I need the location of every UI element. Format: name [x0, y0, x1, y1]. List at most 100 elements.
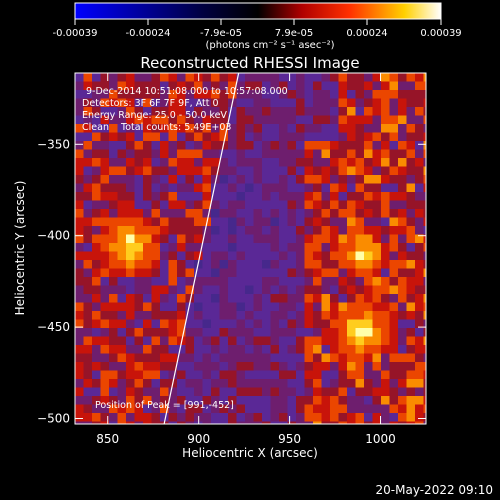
heatmap-pixel [270, 166, 280, 176]
heatmap-pixel [338, 73, 348, 82]
heatmap-pixel [228, 132, 237, 142]
heatmap-pixel [415, 251, 424, 261]
heatmap-pixel [262, 396, 271, 405]
heatmap-pixel [330, 175, 339, 184]
heatmap-pixel [372, 387, 382, 397]
heatmap-pixel [330, 413, 339, 422]
heatmap-pixel [262, 141, 271, 150]
heatmap-pixel [168, 421, 178, 424]
heatmap-pixel [262, 98, 271, 108]
heatmap-pixel [270, 294, 280, 303]
heatmap-pixel [109, 260, 118, 269]
heatmap-pixel [185, 132, 195, 142]
heatmap-pixel [338, 217, 348, 227]
heatmap-pixel [177, 115, 186, 125]
heatmap-pixel [330, 115, 339, 125]
heatmap-pixel [151, 404, 161, 414]
heatmap-pixel [355, 166, 365, 176]
heatmap-pixel [406, 90, 416, 99]
heatmap-pixel [211, 370, 220, 380]
heatmap-pixel [160, 353, 169, 363]
heatmap-pixel [304, 353, 314, 363]
heatmap-pixel [92, 107, 101, 116]
heatmap-pixel [364, 413, 373, 422]
heatmap-pixel [168, 319, 178, 329]
heatmap-pixel [151, 413, 161, 422]
heatmap-pixel [279, 158, 288, 167]
heatmap-pixel [117, 285, 127, 295]
heatmap-pixel [92, 234, 101, 244]
heatmap-pixel [313, 209, 322, 218]
heatmap-pixel [296, 107, 305, 116]
heatmap-pixel [134, 132, 144, 142]
heatmap-pixel [364, 141, 373, 150]
heatmap-pixel [117, 166, 127, 176]
heatmap-pixel [83, 107, 93, 116]
heatmap-pixel [92, 268, 101, 278]
heatmap-pixel [423, 175, 426, 184]
heatmap-pixel [270, 98, 280, 108]
heatmap-pixel [177, 404, 186, 414]
heatmap-pixel [406, 183, 416, 193]
heatmap-pixel [304, 141, 314, 150]
heatmap-pixel [304, 285, 314, 295]
heatmap-pixel [406, 421, 416, 424]
heatmap-pixel [406, 404, 416, 414]
heatmap-pixel [245, 413, 254, 422]
heatmap-pixel [100, 166, 110, 176]
heatmap-pixel [287, 353, 297, 363]
heatmap-pixel [389, 81, 399, 91]
heatmap-pixel [287, 81, 297, 91]
heatmap-pixel [372, 90, 382, 99]
heatmap-pixel [75, 345, 84, 354]
heatmap-pixel [406, 379, 416, 388]
heatmap-pixel [219, 73, 229, 82]
heatmap-pixel [219, 294, 229, 303]
heatmap-pixel [126, 421, 135, 424]
heatmap-pixel [236, 115, 246, 125]
heatmap-pixel [364, 183, 373, 193]
heatmap-pixel [168, 124, 178, 133]
heatmap-pixel [134, 90, 144, 99]
heatmap-pixel [151, 81, 161, 91]
heatmap-pixel [194, 353, 203, 363]
heatmap-pixel [160, 149, 169, 159]
heatmap-pixel [109, 200, 118, 210]
heatmap-pixel [347, 387, 356, 397]
heatmap-pixel [236, 81, 246, 91]
heatmap-pixel [304, 158, 314, 167]
heatmap-pixel [321, 260, 331, 269]
heatmap-pixel [279, 183, 288, 193]
heatmap-pixel [100, 175, 110, 184]
heatmap-pixel [389, 268, 399, 278]
heatmap-pixel [100, 396, 110, 405]
heatmap-pixel [194, 319, 203, 329]
heatmap-pixel [262, 404, 271, 414]
heatmap-pixel [194, 285, 203, 295]
heatmap-pixel [270, 209, 280, 218]
heatmap-pixel [304, 396, 314, 405]
heatmap-pixel [372, 251, 382, 261]
heatmap-pixel [321, 362, 331, 371]
heatmap-pixel [415, 81, 424, 91]
heatmap-pixel [406, 302, 416, 312]
heatmap-pixel [194, 387, 203, 397]
heatmap-pixel [330, 141, 339, 150]
heatmap-pixel [262, 158, 271, 167]
heatmap-pixel [126, 268, 135, 278]
heatmap-pixel [151, 98, 161, 108]
heatmap-pixel [330, 90, 339, 99]
heatmap-pixel [279, 81, 288, 91]
heatmap-pixel [338, 328, 348, 337]
heatmap-pixel [143, 404, 152, 414]
heatmap-pixel [117, 209, 127, 218]
heatmap-pixel [100, 98, 110, 108]
heatmap-pixel [228, 243, 237, 252]
heatmap-pixel [143, 243, 152, 252]
heatmap-pixel [194, 149, 203, 159]
heatmap-pixel [83, 328, 93, 337]
heatmap-pixel [83, 98, 93, 108]
heatmap-pixel [262, 132, 271, 142]
heatmap-pixel [194, 90, 203, 99]
heatmap-pixel [381, 209, 390, 218]
